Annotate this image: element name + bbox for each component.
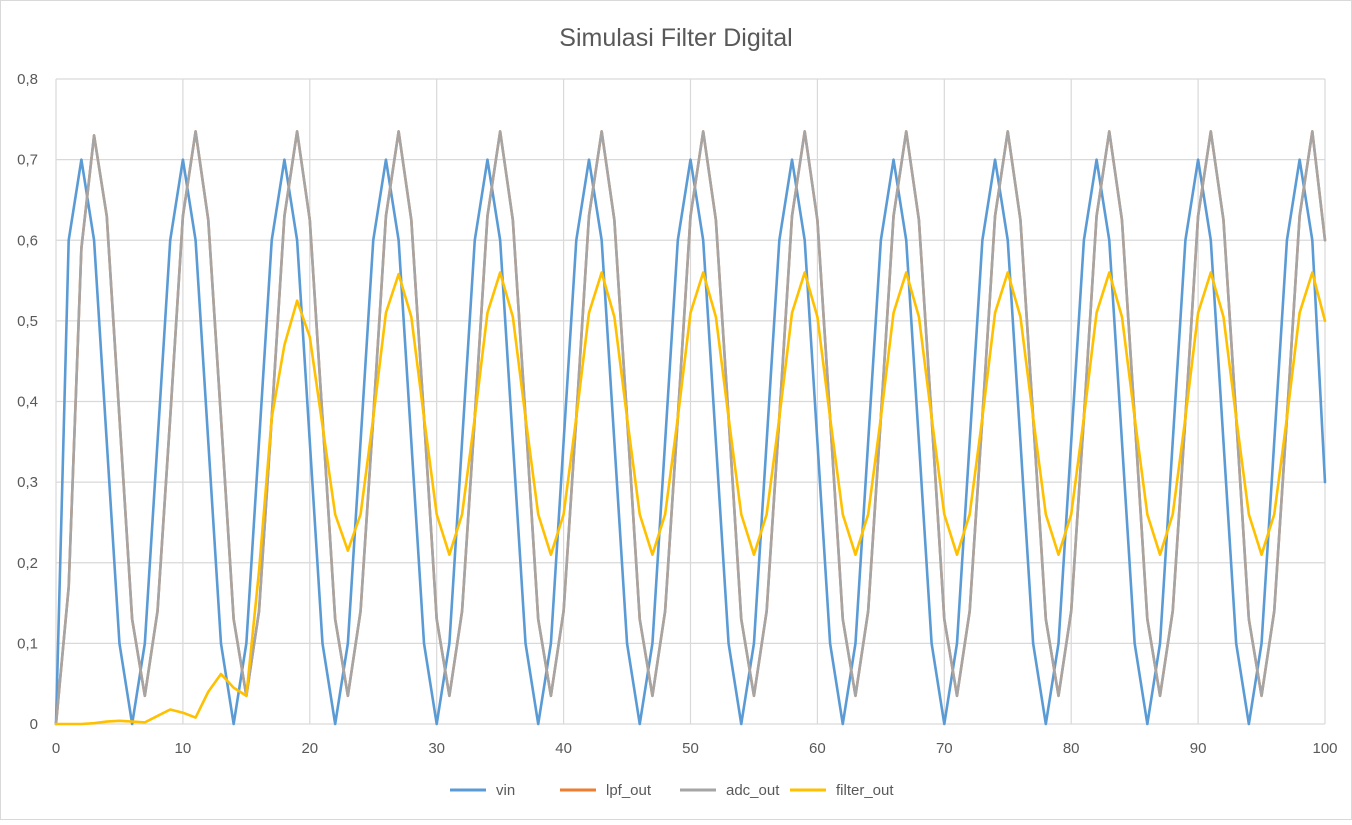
x-tick-label: 0 <box>52 740 60 757</box>
x-tick-label: 100 <box>1312 740 1337 757</box>
x-tick-label: 20 <box>301 740 318 757</box>
y-tick-label: 0,2 <box>17 555 38 572</box>
y-tick-label: 0,8 <box>17 71 38 88</box>
y-tick-label: 0,3 <box>17 474 38 491</box>
x-tick-label: 50 <box>682 740 699 757</box>
x-tick-label: 60 <box>809 740 826 757</box>
x-tick-label: 10 <box>175 740 192 757</box>
y-tick-label: 0 <box>30 716 38 733</box>
legend-label-adc-out: adc_out <box>726 782 780 799</box>
series-line-vin <box>54 158 1327 726</box>
x-axis-tick-labels: 0 10 20 30 40 50 60 70 80 90 100 <box>52 740 1338 757</box>
x-tick-label: 40 <box>555 740 572 757</box>
x-tick-label: 30 <box>428 740 445 757</box>
y-tick-label: 0,6 <box>17 232 38 249</box>
chart-title: Simulasi Filter Digital <box>559 24 792 52</box>
legend-label-vin: vin <box>496 782 515 799</box>
legend-label-filter-out: filter_out <box>836 782 894 799</box>
x-tick-label: 80 <box>1063 740 1080 757</box>
x-tick-label: 90 <box>1190 740 1207 757</box>
y-tick-label: 0,7 <box>17 152 38 169</box>
y-tick-label: 0,4 <box>17 394 38 411</box>
y-tick-label: 0,5 <box>17 313 38 330</box>
series-line-filter-out <box>54 271 1327 726</box>
legend: vin lpf_out adc_out filter_out <box>450 782 894 799</box>
legend-label-lpf-out: lpf_out <box>606 782 652 799</box>
x-tick-label: 70 <box>936 740 953 757</box>
y-axis-tick-labels: 0 0,1 0,2 0,3 0,4 0,5 0,6 0,7 0,8 <box>17 71 38 733</box>
series-layer <box>54 130 1327 726</box>
y-tick-label: 0,1 <box>17 635 38 652</box>
axes <box>55 79 1325 725</box>
